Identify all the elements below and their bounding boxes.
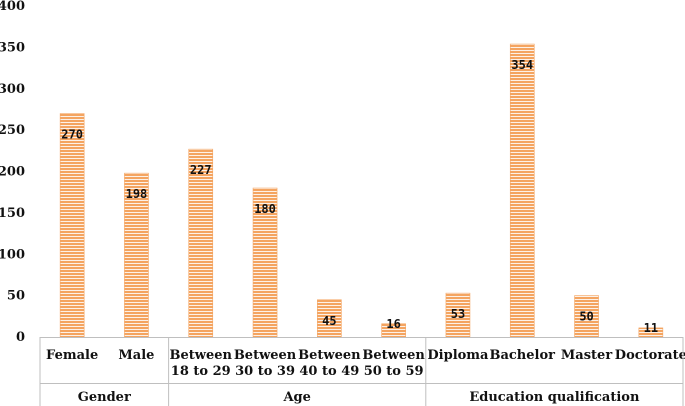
bar — [188, 148, 214, 338]
y-axis-ticks: 0 50 100 150 200 250 300 350 400 — [0, 0, 25, 345]
data-label: 227 — [190, 163, 212, 177]
category-label: Diploma — [427, 348, 489, 363]
data-label: 270 — [61, 128, 83, 142]
data-label: 180 — [254, 202, 276, 216]
group-label: Gender — [78, 390, 131, 405]
y-tick-label: 200 — [0, 165, 25, 180]
data-label: 45 — [322, 314, 336, 328]
y-tick-label: 300 — [0, 82, 25, 97]
y-tick-label: 0 — [16, 330, 25, 345]
y-tick-label: 50 — [7, 289, 25, 304]
category-label: Female — [46, 348, 98, 363]
data-label: 198 — [126, 187, 148, 201]
category-label: Between — [298, 348, 361, 363]
category-label: Between — [234, 348, 297, 363]
category-label: Between — [362, 348, 425, 363]
data-label: 16 — [386, 317, 400, 331]
y-tick-label: 350 — [0, 40, 25, 55]
category-label: Bachelor — [489, 348, 555, 363]
category-label: 40 to 49 — [299, 364, 359, 379]
bar — [252, 187, 278, 338]
y-tick-label: 250 — [0, 123, 25, 138]
category-label: 50 to 59 — [364, 364, 424, 379]
bars: 270 198 227 180 45 16 53 354 50 11 — [59, 43, 664, 338]
category-label: Doctorate — [615, 348, 685, 363]
data-label: 53 — [451, 307, 465, 321]
category-label: 18 to 29 — [171, 364, 231, 379]
category-label: Between — [170, 348, 233, 363]
y-tick-label: 150 — [0, 206, 25, 221]
bar — [59, 113, 85, 338]
category-label: Master — [561, 348, 612, 363]
y-tick-label: 100 — [0, 247, 25, 262]
y-tick-label: 400 — [0, 0, 25, 14]
bar — [317, 299, 342, 338]
data-label: 50 — [579, 310, 593, 324]
data-label: 354 — [511, 58, 533, 72]
category-label: 30 to 39 — [235, 364, 295, 379]
bar — [124, 172, 149, 338]
group-label: Education qualification — [469, 390, 640, 405]
bar — [509, 43, 535, 338]
data-label: 11 — [644, 321, 658, 335]
group-label: Age — [282, 390, 310, 405]
category-label: Male — [118, 348, 154, 363]
